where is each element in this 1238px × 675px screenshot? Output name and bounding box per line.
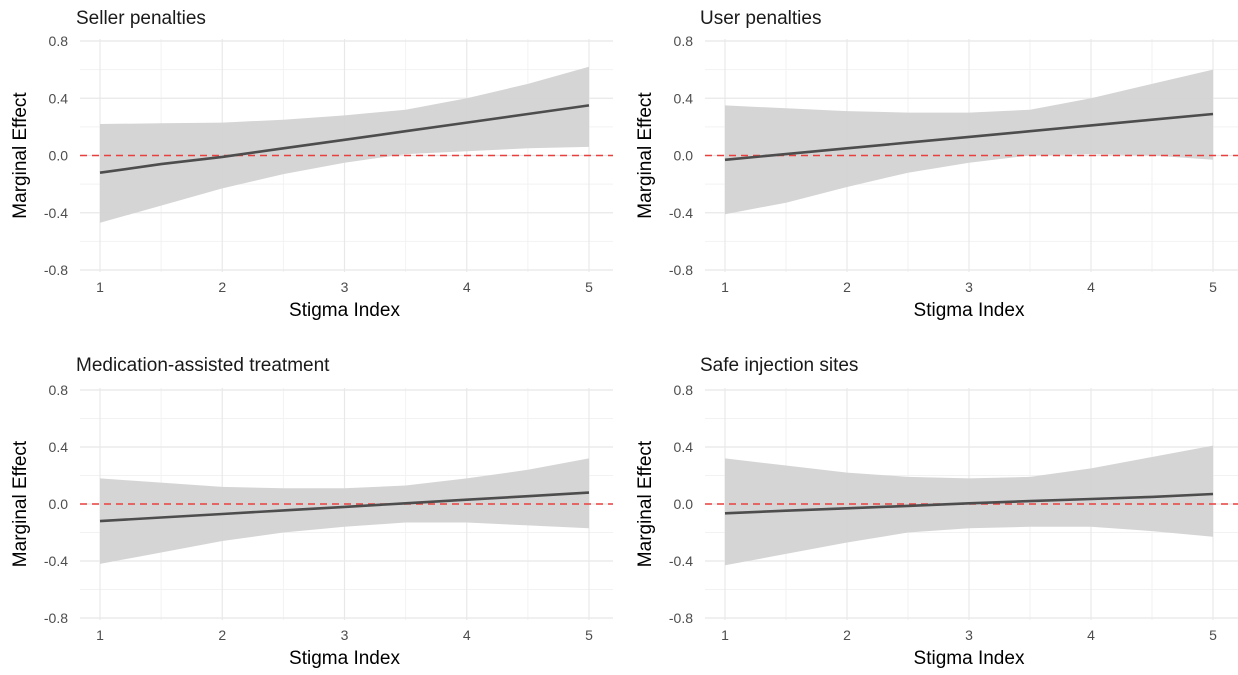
y-tick-label: -0.8 — [669, 610, 693, 626]
x-axis-label: Stigma Index — [289, 648, 400, 669]
chart-panel-1: -0.8 -0.4 0.0 0.4 0.8 1 2 3 4 5 Seller penalties St… — [10, 8, 613, 321]
marginal-effect-line — [99, 104, 590, 174]
marginal-effect-line — [724, 492, 1214, 515]
y-tick-label: 0.0 — [674, 148, 694, 164]
y-tick-label: 0.4 — [674, 90, 694, 106]
y-tick-label: -0.4 — [669, 553, 693, 569]
x-tick-label: 3 — [965, 627, 973, 643]
y-tick-label: 0.4 — [49, 90, 69, 106]
y-tick-label: -0.4 — [44, 553, 68, 569]
marginal-effect-line — [99, 491, 590, 523]
y-tick-label: 0.8 — [674, 33, 694, 49]
x-tick-label: 5 — [585, 279, 593, 295]
x-tick-label: 1 — [721, 627, 729, 643]
x-tick-label: 2 — [218, 279, 226, 295]
y-tick-label: 0.0 — [49, 148, 69, 164]
x-tick-label: 1 — [96, 627, 104, 643]
y-axis-label: Marginal Effect — [10, 440, 31, 567]
confidence-ribbon — [100, 66, 589, 223]
y-tick-label: -0.8 — [44, 610, 68, 626]
x-tick-label: 4 — [463, 627, 471, 643]
y-tick-label: 0.8 — [49, 33, 69, 49]
x-tick-label: 4 — [463, 279, 471, 295]
x-axis-label: Stigma Index — [914, 648, 1025, 669]
chart-panel-3: -0.8 -0.4 0.0 0.4 0.8 1 2 3 4 5 Medication-assiste… — [10, 355, 613, 669]
y-tick-label: -0.4 — [669, 205, 693, 221]
panel-title: Safe injection sites — [700, 355, 858, 376]
chart-panel-2: -0.8 -0.4 0.0 0.4 0.8 1 2 3 4 5 User penalties Stig… — [635, 8, 1238, 321]
x-tick-label: 5 — [1209, 279, 1217, 295]
y-axis-label: Marginal Effect — [635, 440, 656, 567]
confidence-ribbon — [725, 445, 1213, 566]
x-axis-label: Stigma Index — [914, 300, 1025, 321]
panel-title: Medication-assisted treatment — [76, 355, 330, 376]
panel-title: User penalties — [700, 8, 821, 29]
x-tick-label: 5 — [585, 627, 593, 643]
x-tick-label: 2 — [218, 627, 226, 643]
x-tick-label: 3 — [341, 279, 349, 295]
y-tick-label: 0.4 — [674, 439, 694, 455]
x-tick-label: 2 — [843, 627, 851, 643]
x-axis-label: Stigma Index — [289, 300, 400, 321]
y-tick-label: 0.8 — [674, 382, 694, 398]
x-tick-label: 3 — [965, 279, 973, 295]
y-tick-label: 0.0 — [49, 496, 69, 512]
y-tick-label: 0.8 — [49, 382, 69, 398]
y-axis-label: Marginal Effect — [10, 92, 31, 219]
y-tick-label: -0.8 — [669, 262, 693, 278]
y-axis-label: Marginal Effect — [635, 92, 656, 219]
x-tick-label: 4 — [1087, 627, 1095, 643]
y-tick-label: -0.8 — [44, 262, 68, 278]
marginal-effect-line — [724, 112, 1214, 162]
y-tick-label: -0.4 — [44, 205, 68, 221]
y-tick-label: 0.4 — [49, 439, 69, 455]
x-tick-label: 4 — [1087, 279, 1095, 295]
panel-title: Seller penalties — [76, 8, 206, 29]
chart-panel-4: -0.8 -0.4 0.0 0.4 0.8 1 2 3 4 5 Safe injection sit… — [635, 355, 1238, 669]
x-tick-label: 1 — [721, 279, 729, 295]
confidence-ribbon — [725, 69, 1213, 215]
y-tick-label: 0.0 — [674, 496, 694, 512]
x-tick-label: 3 — [341, 627, 349, 643]
x-tick-label: 1 — [96, 279, 104, 295]
confidence-ribbon — [100, 458, 589, 564]
x-tick-label: 2 — [843, 279, 851, 295]
x-tick-label: 5 — [1209, 627, 1217, 643]
